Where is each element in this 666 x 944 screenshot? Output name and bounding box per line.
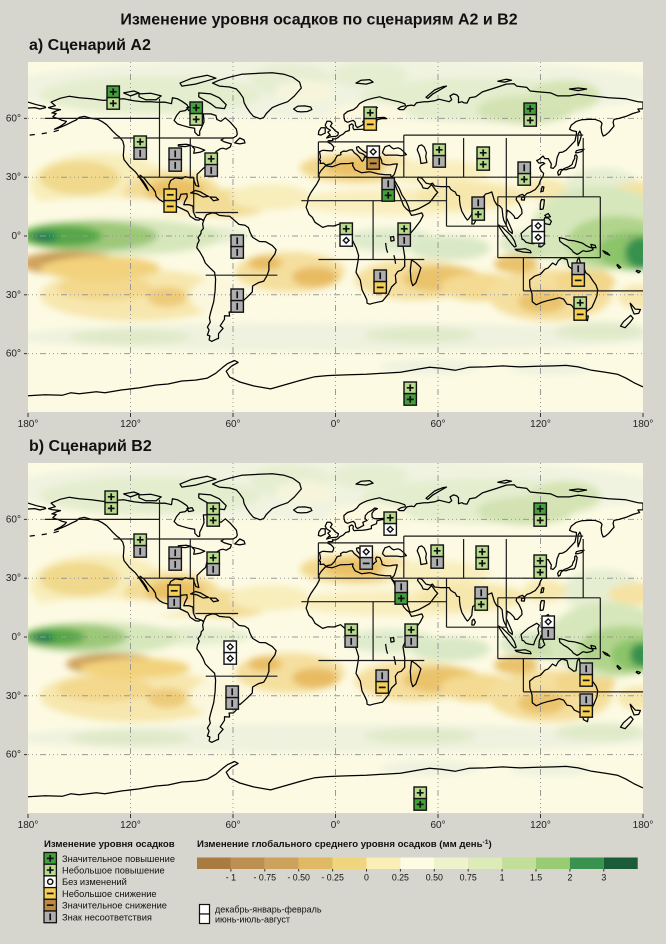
- svg-text:- 1: - 1: [226, 873, 236, 883]
- svg-text:60°: 60°: [6, 514, 21, 525]
- svg-text:- 0.75: - 0.75: [254, 873, 277, 883]
- svg-text:0.25: 0.25: [392, 873, 409, 883]
- svg-text:30°: 30°: [6, 691, 21, 702]
- svg-text:1.5: 1.5: [530, 873, 542, 883]
- svg-text:180°: 180°: [18, 419, 39, 430]
- svg-text:декабрь-январь-февраль: декабрь-январь-февраль: [215, 905, 322, 915]
- svg-text:b) Сценарий В2: b) Сценарий В2: [29, 438, 152, 455]
- svg-text:180°: 180°: [633, 419, 654, 430]
- svg-text:a) Сценарий А2: a) Сценарий А2: [29, 37, 151, 54]
- svg-text:Без изменений: Без изменений: [62, 877, 127, 887]
- svg-text:июнь-июль-август: июнь-июль-август: [215, 915, 290, 925]
- svg-text:0°: 0°: [11, 231, 21, 242]
- svg-text:Знак несоответствия: Знак несоответствия: [62, 912, 152, 922]
- svg-text:0: 0: [364, 873, 369, 883]
- svg-text:- 0.50: - 0.50: [287, 873, 310, 883]
- svg-text:120°: 120°: [120, 820, 141, 831]
- svg-text:Небольшое снижение: Небольшое снижение: [62, 889, 157, 899]
- svg-text:1: 1: [500, 873, 505, 883]
- svg-text:- 0.25: - 0.25: [321, 873, 344, 883]
- svg-text:Значительное повышение: Значительное повышение: [62, 854, 175, 864]
- svg-text:Изменение уровня осадков по сц: Изменение уровня осадков по сценариям А2…: [120, 12, 517, 29]
- svg-text:2: 2: [567, 873, 572, 883]
- svg-text:180°: 180°: [633, 820, 654, 831]
- svg-text:180°: 180°: [18, 820, 39, 831]
- svg-text:60°: 60°: [6, 113, 21, 124]
- svg-text:60°: 60°: [6, 750, 21, 761]
- svg-text:Изменение глобального среднего: Изменение глобального среднего уровня ос…: [197, 839, 492, 850]
- svg-text:30°: 30°: [6, 573, 21, 584]
- svg-text:3: 3: [601, 873, 606, 883]
- svg-text:120°: 120°: [530, 419, 551, 430]
- svg-text:0°: 0°: [331, 820, 341, 831]
- svg-text:60°: 60°: [225, 820, 240, 831]
- svg-text:Небольшое повышение: Небольшое повышение: [62, 866, 165, 876]
- svg-text:60°: 60°: [430, 419, 445, 430]
- svg-text:Значительное снижение: Значительное снижение: [62, 901, 167, 911]
- svg-text:0°: 0°: [331, 419, 341, 430]
- svg-text:30°: 30°: [6, 172, 21, 183]
- svg-text:120°: 120°: [120, 419, 141, 430]
- svg-text:60°: 60°: [225, 419, 240, 430]
- svg-text:120°: 120°: [530, 820, 551, 831]
- svg-text:Изменение уровня осадков: Изменение уровня осадков: [44, 839, 175, 850]
- svg-text:0.50: 0.50: [426, 873, 443, 883]
- svg-text:30°: 30°: [6, 290, 21, 301]
- svg-text:60°: 60°: [6, 349, 21, 360]
- svg-text:0.75: 0.75: [460, 873, 477, 883]
- svg-text:0°: 0°: [11, 632, 21, 643]
- svg-text:60°: 60°: [430, 820, 445, 831]
